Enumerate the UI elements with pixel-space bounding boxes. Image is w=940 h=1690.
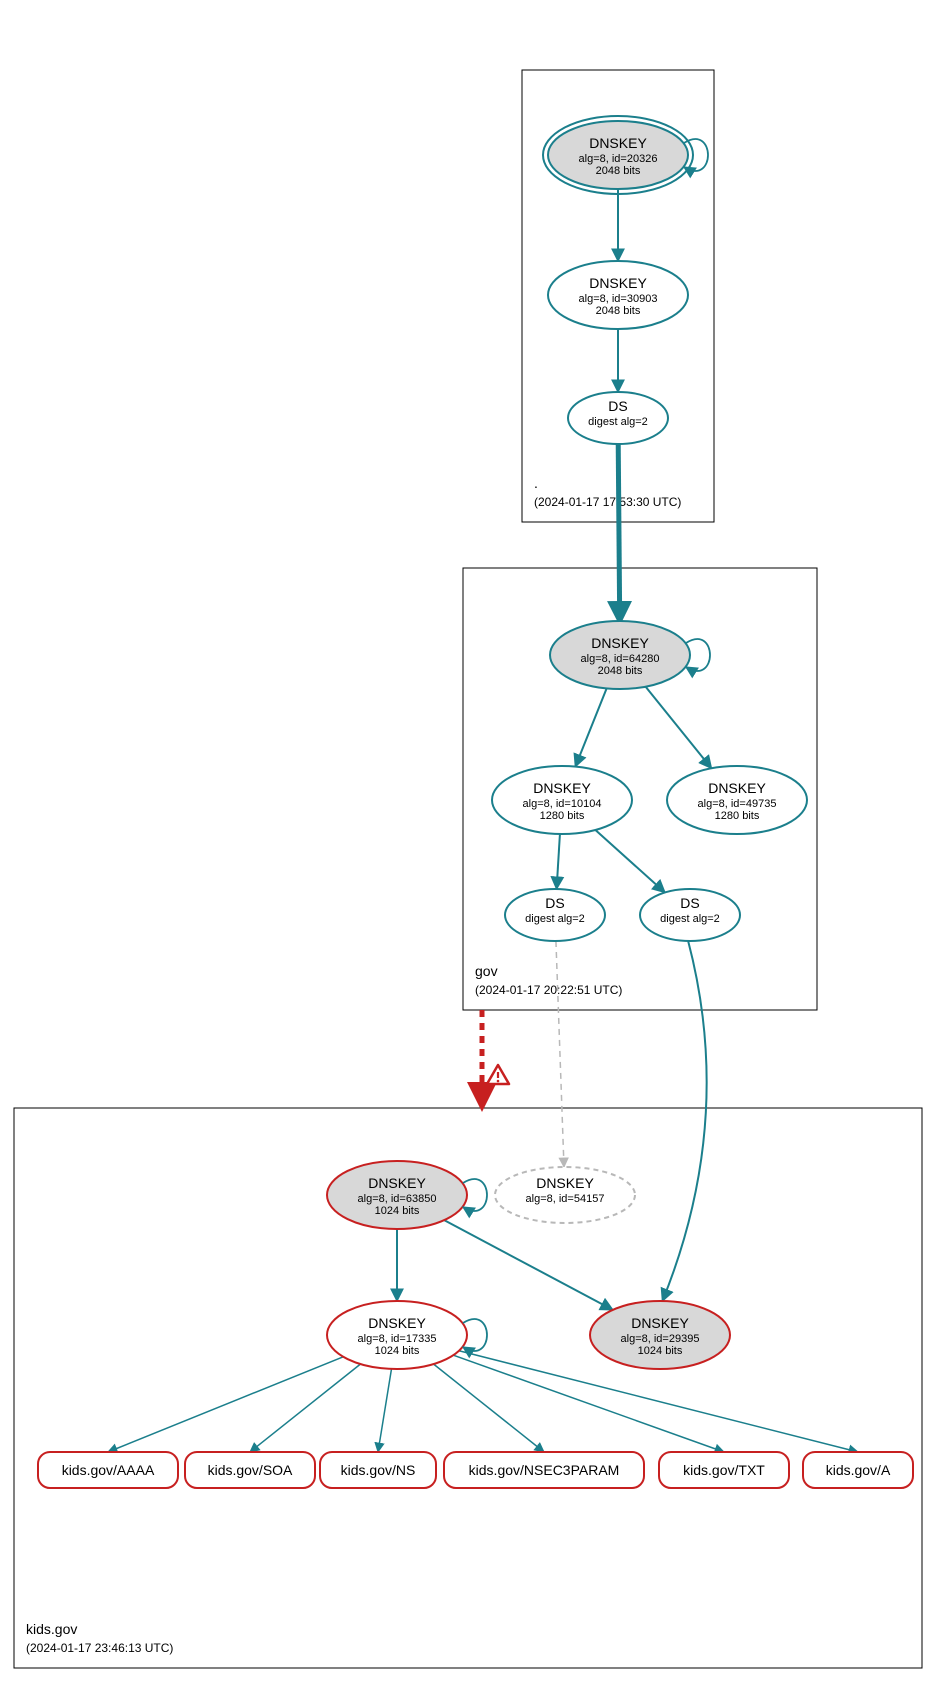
node-line3: 1280 bits — [715, 810, 760, 822]
node-gov_ds2: DS digest alg=2 — [640, 889, 740, 941]
node-line3: 1024 bits — [375, 1345, 420, 1357]
rrset-label: kids.gov/TXT — [683, 1462, 765, 1478]
node-line2: digest alg=2 — [525, 913, 585, 925]
zone-timestamp-kidsgov: (2024-01-17 23:46:13 UTC) — [26, 1641, 173, 1655]
edge — [575, 688, 606, 766]
node-gov_ds1: DS digest alg=2 — [505, 889, 605, 941]
node-gov_ksk: DNSKEY alg=8, id=642802048 bits — [550, 621, 710, 689]
zone-timestamp-gov: (2024-01-17 20:22:51 UTC) — [475, 983, 622, 997]
node-title: DNSKEY — [589, 275, 647, 291]
node-line2: alg=8, id=64280 — [581, 653, 660, 665]
node-line3: 1024 bits — [638, 1345, 683, 1357]
zone-box-kidsgov — [14, 1108, 922, 1668]
zone-label-root: . — [534, 475, 538, 491]
node-title: DNSKEY — [368, 1315, 426, 1331]
node-line2: alg=8, id=54157 — [526, 1193, 605, 1205]
node-line2: alg=8, id=49735 — [698, 798, 777, 810]
edge — [557, 834, 560, 889]
node-line3: 1280 bits — [540, 810, 585, 822]
node-root_zsk: DNSKEY alg=8, id=309032048 bits — [548, 261, 688, 329]
zone-label-kidsgov: kids.gov — [26, 1621, 77, 1637]
edge — [618, 444, 619, 621]
rrset-label: kids.gov/NSEC3PARAM — [469, 1462, 620, 1478]
node-title: DS — [680, 895, 699, 911]
node-line3: 2048 bits — [596, 165, 641, 177]
node-kg_sep: DNSKEY alg=8, id=293951024 bits — [590, 1301, 730, 1369]
node-title: DNSKEY — [631, 1315, 689, 1331]
node-title: DNSKEY — [708, 780, 766, 796]
node-line2: digest alg=2 — [660, 913, 720, 925]
edge — [444, 1220, 613, 1310]
node-title: DNSKEY — [591, 635, 649, 651]
node-line2: alg=8, id=29395 — [621, 1333, 700, 1345]
node-title: DS — [608, 398, 627, 414]
node-line2: digest alg=2 — [588, 416, 648, 428]
node-line2: alg=8, id=63850 — [358, 1193, 437, 1205]
node-title: DNSKEY — [536, 1175, 594, 1191]
node-root_ksk: DNSKEY alg=8, id=203262048 bits — [543, 116, 708, 194]
rrset-label: kids.gov/AAAA — [62, 1462, 155, 1478]
edge — [595, 830, 665, 893]
warning-icon-dot — [497, 1080, 500, 1083]
node-line2: alg=8, id=10104 — [523, 798, 602, 810]
edge — [662, 941, 706, 1301]
zone-label-gov: gov — [475, 963, 498, 979]
node-line2: alg=8, id=30903 — [579, 293, 658, 305]
node-title: DNSKEY — [533, 780, 591, 796]
edge — [433, 1364, 544, 1452]
node-title: DS — [545, 895, 564, 911]
rrset-label: kids.gov/NS — [341, 1462, 416, 1478]
edge — [646, 687, 712, 769]
node-kg_ksk: DNSKEY alg=8, id=638501024 bits — [327, 1161, 487, 1229]
node-line2: alg=8, id=17335 — [358, 1333, 437, 1345]
node-title: DNSKEY — [368, 1175, 426, 1191]
dnssec-diagram: . (2024-01-17 17:53:30 UTC) gov (2024-01-17… — [0, 0, 940, 1690]
zone-timestamp-root: (2024-01-17 17:53:30 UTC) — [534, 495, 681, 509]
rrset-label: kids.gov/SOA — [208, 1462, 293, 1478]
node-line3: 1024 bits — [375, 1205, 420, 1217]
node-line3: 2048 bits — [598, 665, 643, 677]
node-gov_zsk2: DNSKEY alg=8, id=497351280 bits — [667, 766, 807, 834]
node-gov_zsk1: DNSKEY alg=8, id=101041280 bits — [492, 766, 632, 834]
edge — [556, 941, 564, 1167]
node-root_ds: DS digest alg=2 — [568, 392, 668, 444]
node-kg_ghost: DNSKEY alg=8, id=54157 — [495, 1167, 635, 1223]
node-line2: alg=8, id=20326 — [579, 153, 658, 165]
edge — [453, 1355, 724, 1452]
node-line3: 2048 bits — [596, 305, 641, 317]
edge — [108, 1357, 343, 1452]
node-title: DNSKEY — [589, 135, 647, 151]
edge — [250, 1364, 361, 1452]
rrset-label: kids.gov/A — [826, 1462, 891, 1478]
edge — [378, 1369, 391, 1452]
